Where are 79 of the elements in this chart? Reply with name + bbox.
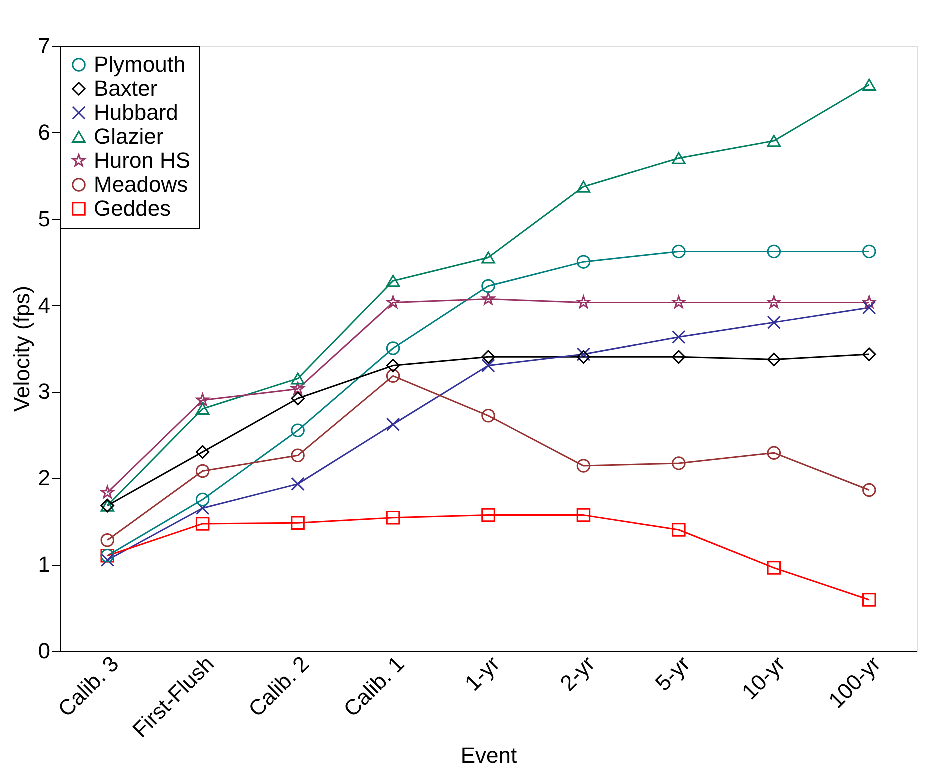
point xyxy=(291,392,305,406)
legend-label: Baxter xyxy=(94,76,158,101)
legend-label: Hubbard xyxy=(94,100,178,125)
point xyxy=(482,409,496,423)
point xyxy=(672,456,686,470)
point xyxy=(672,152,686,164)
point xyxy=(196,492,210,507)
point xyxy=(862,483,876,498)
point xyxy=(482,252,496,264)
point xyxy=(100,553,114,568)
point xyxy=(482,350,496,364)
point xyxy=(672,296,686,308)
legend-label: Plymouth xyxy=(94,52,186,77)
y-tick-label: 0 xyxy=(38,638,50,664)
point xyxy=(291,424,305,438)
point xyxy=(291,516,305,530)
point xyxy=(386,296,400,308)
point xyxy=(767,316,782,330)
point xyxy=(767,352,782,367)
point xyxy=(196,464,210,478)
point xyxy=(576,459,591,473)
legend-label: Geddes xyxy=(94,196,172,221)
x-tick-label: 5-yr xyxy=(650,651,695,696)
point xyxy=(862,78,876,91)
point xyxy=(386,358,400,373)
y-tick-label: 4 xyxy=(38,292,50,318)
legend-label: Glazier xyxy=(94,124,164,149)
point xyxy=(196,502,210,516)
y-tick-label: 1 xyxy=(38,552,50,578)
point xyxy=(576,350,591,364)
y-tick-label: 3 xyxy=(38,379,50,404)
point xyxy=(576,508,591,522)
point xyxy=(482,358,496,373)
point xyxy=(862,593,876,607)
point xyxy=(862,348,876,362)
point xyxy=(196,393,210,406)
point xyxy=(196,402,210,416)
point xyxy=(291,372,305,385)
point xyxy=(577,296,590,308)
point xyxy=(291,448,305,463)
point xyxy=(291,382,305,395)
point xyxy=(291,477,305,492)
point xyxy=(386,511,400,525)
legend-label: Huron HS xyxy=(94,148,191,173)
point xyxy=(767,244,782,259)
x-axis-title: Event xyxy=(460,742,518,768)
point xyxy=(386,369,400,384)
y-tick-label: 6 xyxy=(38,120,50,145)
point xyxy=(767,135,782,148)
point xyxy=(768,296,781,308)
point xyxy=(386,275,400,288)
point xyxy=(482,508,496,522)
point xyxy=(196,517,210,531)
point xyxy=(862,244,876,259)
point xyxy=(862,301,876,315)
x-tick-label: 2-yr xyxy=(555,651,600,696)
point xyxy=(386,342,400,356)
y-tick-label: 2 xyxy=(38,466,50,491)
point xyxy=(767,446,782,460)
point xyxy=(672,523,686,537)
point xyxy=(672,330,686,344)
point xyxy=(576,255,591,269)
point xyxy=(862,296,876,308)
y-tick-label: 5 xyxy=(38,206,50,232)
point xyxy=(672,350,686,364)
point xyxy=(767,561,782,575)
point xyxy=(576,348,591,362)
point xyxy=(386,418,400,432)
point xyxy=(196,445,210,460)
point xyxy=(101,486,114,499)
point xyxy=(576,180,591,193)
point xyxy=(672,244,686,259)
point xyxy=(482,292,496,305)
point xyxy=(482,279,496,294)
x-tick-label: 1-yr xyxy=(460,651,505,696)
y-tick-label: 7 xyxy=(38,34,50,58)
point xyxy=(100,534,114,548)
y-axis-title: Velocity (fps) xyxy=(9,286,34,412)
legend-label: Meadows xyxy=(94,172,188,197)
